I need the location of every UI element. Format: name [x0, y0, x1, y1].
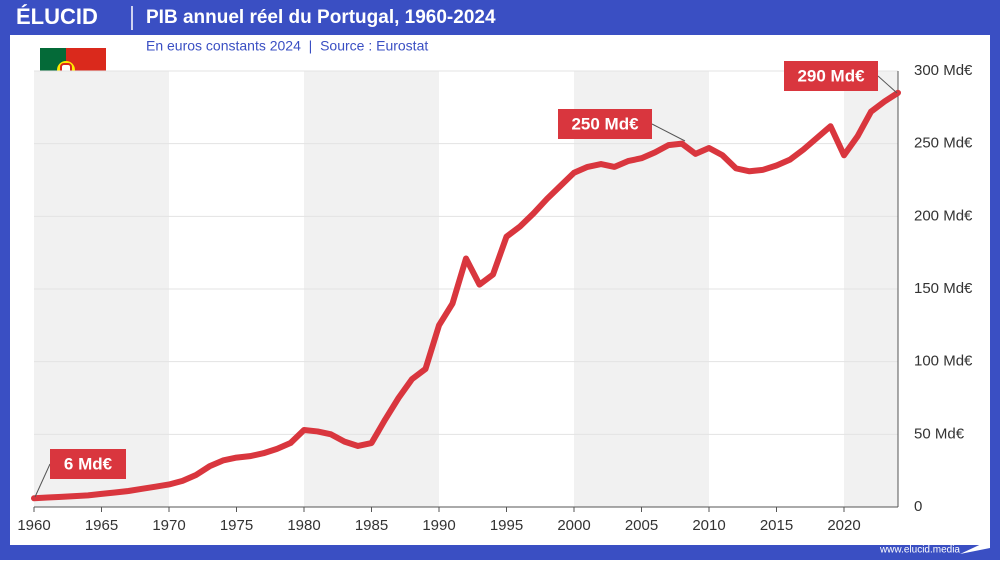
annotation: 250 Md€: [571, 114, 639, 133]
y-tick-label: 300 Md€: [914, 62, 973, 79]
line: [31, 89, 901, 502]
annotation: 6 Md€: [64, 454, 113, 473]
x-tick-label: 2010: [692, 517, 725, 534]
annotation-box: [558, 109, 652, 139]
annotation-leader: [877, 75, 898, 94]
annotation-leader: [34, 463, 51, 498]
subtitle: En euros constants 2024 | Source : Euros…: [146, 38, 428, 54]
x-tick-label: 1985: [355, 517, 388, 534]
y-tick-label: 100 Md€: [914, 353, 973, 370]
x-tick-label: 1970: [152, 517, 185, 534]
x-tick-label: 1960: [17, 517, 50, 534]
x-tick-label: 1995: [490, 517, 523, 534]
footer: www.elucid.media: [879, 545, 960, 556]
y-tick-label: 250 Md€: [914, 135, 973, 152]
x-tick-label: 1980: [287, 517, 320, 534]
x-tick-label: 1965: [85, 517, 118, 534]
x-tick-label: 2015: [760, 517, 793, 534]
footer-logo: [960, 540, 990, 554]
x-tick-label: 2020: [827, 517, 860, 534]
canvas: [10, 35, 990, 545]
y-tick-label: 0: [914, 498, 922, 515]
annotation-leader: [651, 123, 686, 142]
y-tick-label: 50 Md€: [914, 425, 965, 442]
x-tick-label: 1990: [422, 517, 455, 534]
x-tick-label: 1975: [220, 517, 253, 534]
brand: ÉLUCID: [16, 4, 98, 29]
y-tick-label: 200 Md€: [914, 207, 973, 224]
x-tick-label: 2005: [625, 517, 658, 534]
annotation-box: [50, 449, 126, 479]
chart-title: PIB annuel réel du Portugal, 1960-2024: [146, 7, 496, 28]
y-tick-label: 150 Md€: [914, 280, 973, 297]
annotation: 290 Md€: [797, 66, 865, 85]
annotation-box: [784, 61, 878, 91]
x-tick-label: 2000: [557, 517, 590, 534]
